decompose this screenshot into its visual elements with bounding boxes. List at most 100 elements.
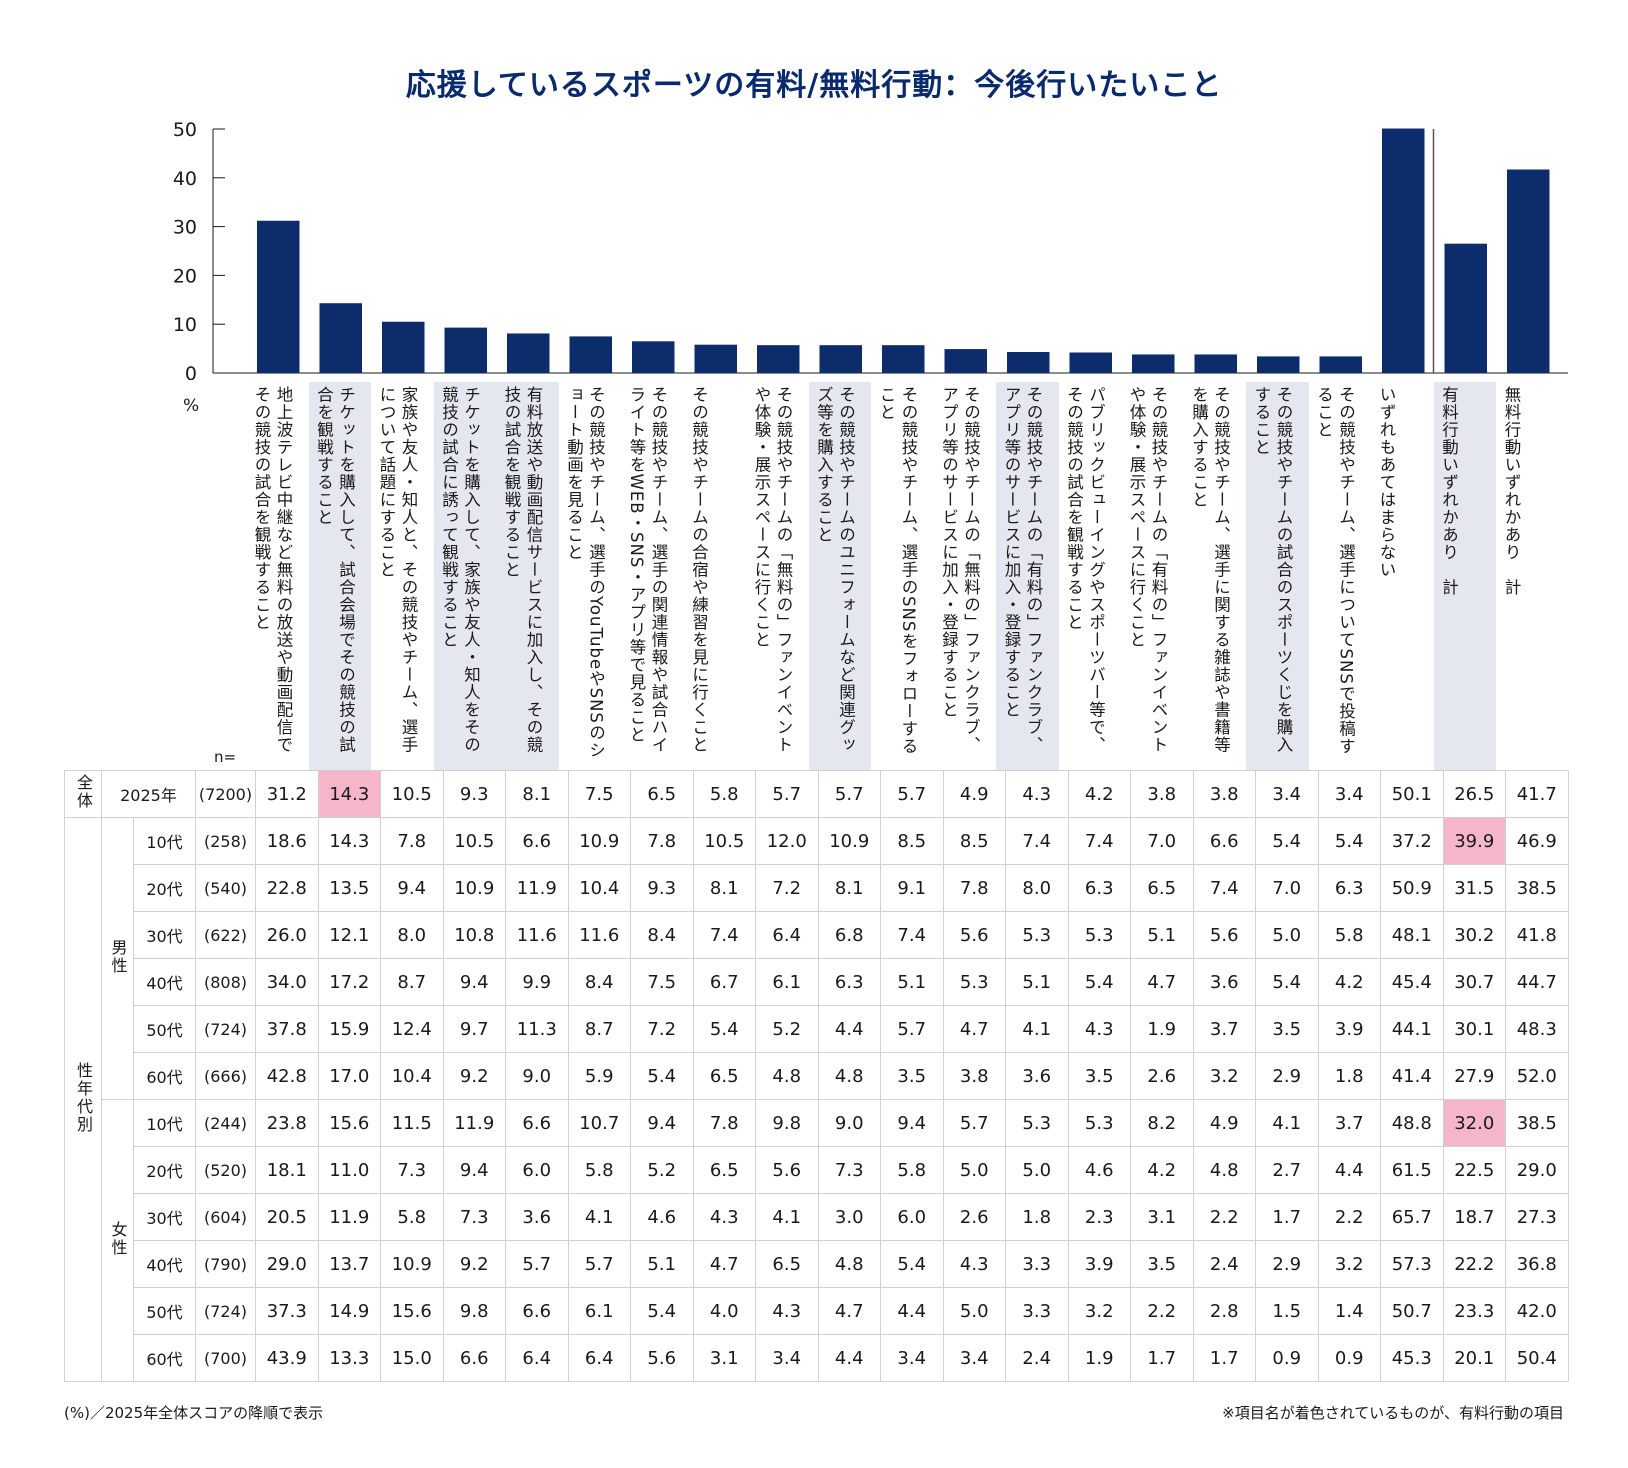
table-row: 60代 (700) 43.9 13.3 15.0 6.6 6.4 6.4 5.6 3.1 3.4 4.… <box>65 1334 1569 1382</box>
bar-4 <box>444 327 487 373</box>
category-label-7: その競技やチーム、選手の関連情報や試合ハイライト等をWEB・SNS・アプリ等で見… <box>621 382 684 770</box>
value-cell: 50.4 <box>1505 1334 1569 1382</box>
category-label-3: 家族や友人・知人と、その競技やチーム、選手について話題にすること <box>371 382 434 770</box>
value-cell: 4.3 <box>755 1287 819 1335</box>
value-cell: 5.8 <box>567 1146 631 1194</box>
value-cell: 23.8 <box>255 1099 319 1147</box>
value-cell: 9.9 <box>505 958 569 1006</box>
value-cell: 8.4 <box>630 911 694 959</box>
value-cell: 7.2 <box>630 1005 694 1053</box>
sample-size-cell: (724) <box>195 1005 256 1053</box>
value-cell: 15.0 <box>380 1334 444 1382</box>
value-cell: 6.0 <box>880 1193 944 1241</box>
value-cell: 10.5 <box>692 817 756 865</box>
value-cell: 4.4 <box>880 1287 944 1335</box>
value-cell: 7.3 <box>442 1193 506 1241</box>
value-cell: 3.9 <box>1317 1005 1381 1053</box>
value-cell: 10.9 <box>817 817 881 865</box>
category-label-text: その競技やチーム、選手についてSNSで投稿すること <box>1314 386 1356 755</box>
value-cell: 22.8 <box>255 864 319 912</box>
value-cell: 13.7 <box>317 1240 381 1288</box>
value-cell: 9.4 <box>380 864 444 912</box>
value-cell: 2.9 <box>1255 1052 1319 1100</box>
value-cell: 30.1 <box>1442 1005 1506 1053</box>
category-label-17: その競技やチームの試合のスポーツくじを購入すること <box>1246 382 1309 770</box>
sample-size-cell: (808) <box>195 958 256 1006</box>
sample-size-cell: (7200) <box>195 770 256 818</box>
value-cell: 5.4 <box>1317 817 1381 865</box>
value-cell: 9.3 <box>630 864 694 912</box>
value-cell: 18.6 <box>255 817 319 865</box>
value-cell: 6.4 <box>755 911 819 959</box>
value-cell: 8.5 <box>880 817 944 865</box>
value-cell: 5.1 <box>1005 958 1069 1006</box>
category-label-text: 有料行動いずれかあり 計 <box>1439 386 1459 596</box>
value-cell: 15.6 <box>317 1099 381 1147</box>
value-cell: 1.9 <box>1067 1334 1131 1382</box>
value-cell: 5.4 <box>1255 958 1319 1006</box>
value-cell: 4.2 <box>1067 770 1131 818</box>
value-cell: 1.4 <box>1317 1287 1381 1335</box>
bar-11 <box>882 345 925 373</box>
y-tick-label: 20 <box>173 265 197 287</box>
value-cell: 4.7 <box>1130 958 1194 1006</box>
y-tick-label: 0 <box>185 363 197 380</box>
bar-2 <box>319 303 362 373</box>
bar-18 <box>1319 356 1362 373</box>
value-cell: 6.6 <box>505 1099 569 1147</box>
value-cell: 3.9 <box>1067 1240 1131 1288</box>
footnote-left: (%)／2025年全体スコアの降順で表示 <box>64 1404 324 1422</box>
age-cell: 20代 <box>133 1146 196 1194</box>
value-cell: 6.6 <box>505 1287 569 1335</box>
value-cell: 5.7 <box>505 1240 569 1288</box>
category-label-text: いずれもあてはまらない <box>1377 386 1396 579</box>
table-row: 20代 (520) 18.1 11.0 7.3 9.4 6.0 5.8 5.2 6.5 5.6 7.3… <box>65 1146 1569 1194</box>
value-cell: 5.0 <box>942 1146 1006 1194</box>
value-cell: 7.4 <box>1005 817 1069 865</box>
value-cell: 36.8 <box>1505 1240 1569 1288</box>
category-label-4: チケットを購入して、家族や友人・知人をその競技の試合に誘って観戦すること <box>433 382 496 770</box>
value-cell: 5.3 <box>942 958 1006 1006</box>
category-label-20: 有料行動いずれかあり 計 <box>1433 382 1496 770</box>
value-cell: 17.0 <box>317 1052 381 1100</box>
value-cell: 4.1 <box>1005 1005 1069 1053</box>
value-cell: 5.8 <box>1317 911 1381 959</box>
value-cell: 39.9 <box>1442 817 1506 865</box>
category-label-text: その競技やチーム、選手のSNSをフォローすること <box>877 386 918 755</box>
bar-20 <box>1444 243 1487 373</box>
bar-1 <box>257 220 300 373</box>
value-cell: 12.0 <box>755 817 819 865</box>
bar-10 <box>819 345 862 373</box>
value-cell: 5.0 <box>1255 911 1319 959</box>
value-cell: 10.4 <box>380 1052 444 1100</box>
category-label-19: いずれもあてはまらない <box>1371 382 1434 770</box>
y-tick-label: 50 <box>173 119 197 141</box>
value-cell: 4.3 <box>1005 770 1069 818</box>
value-cell: 41.7 <box>1505 770 1569 818</box>
segment-cell: 性年代別 <box>64 817 102 1382</box>
value-cell: 4.0 <box>692 1287 756 1335</box>
value-cell: 10.8 <box>442 911 506 959</box>
value-cell: 6.3 <box>1067 864 1131 912</box>
value-cell: 0.9 <box>1317 1334 1381 1382</box>
value-cell: 3.5 <box>1130 1240 1194 1288</box>
value-cell: 38.5 <box>1505 864 1569 912</box>
value-cell: 9.4 <box>442 1146 506 1194</box>
y-tick-label: 10 <box>173 314 197 336</box>
value-cell: 3.4 <box>1317 770 1381 818</box>
value-cell: 2.4 <box>1192 1240 1256 1288</box>
value-cell: 9.4 <box>630 1099 694 1147</box>
value-cell: 27.3 <box>1505 1193 1569 1241</box>
value-cell: 4.3 <box>692 1193 756 1241</box>
category-label-text: 無料行動いずれかあり 計 <box>1502 386 1521 596</box>
value-cell: 10.5 <box>380 770 444 818</box>
value-cell: 5.6 <box>755 1146 819 1194</box>
age-cell: 40代 <box>133 958 196 1006</box>
sample-size-cell: (700) <box>195 1334 256 1382</box>
age-cell: 60代 <box>133 1334 196 1382</box>
value-cell: 6.6 <box>442 1334 506 1382</box>
category-label-text: 家族や友人・知人と、その競技やチーム、選手について話題にすること <box>377 386 418 754</box>
table-row: 40代 (808) 34.0 17.2 8.7 9.4 9.9 8.4 7.5 6.7 6.1 6.3… <box>65 958 1569 1006</box>
value-cell: 23.3 <box>1442 1287 1506 1335</box>
table-row: 40代 (790) 29.0 13.7 10.9 9.2 5.7 5.7 5.1 4.7 6.5 4.… <box>65 1240 1569 1288</box>
